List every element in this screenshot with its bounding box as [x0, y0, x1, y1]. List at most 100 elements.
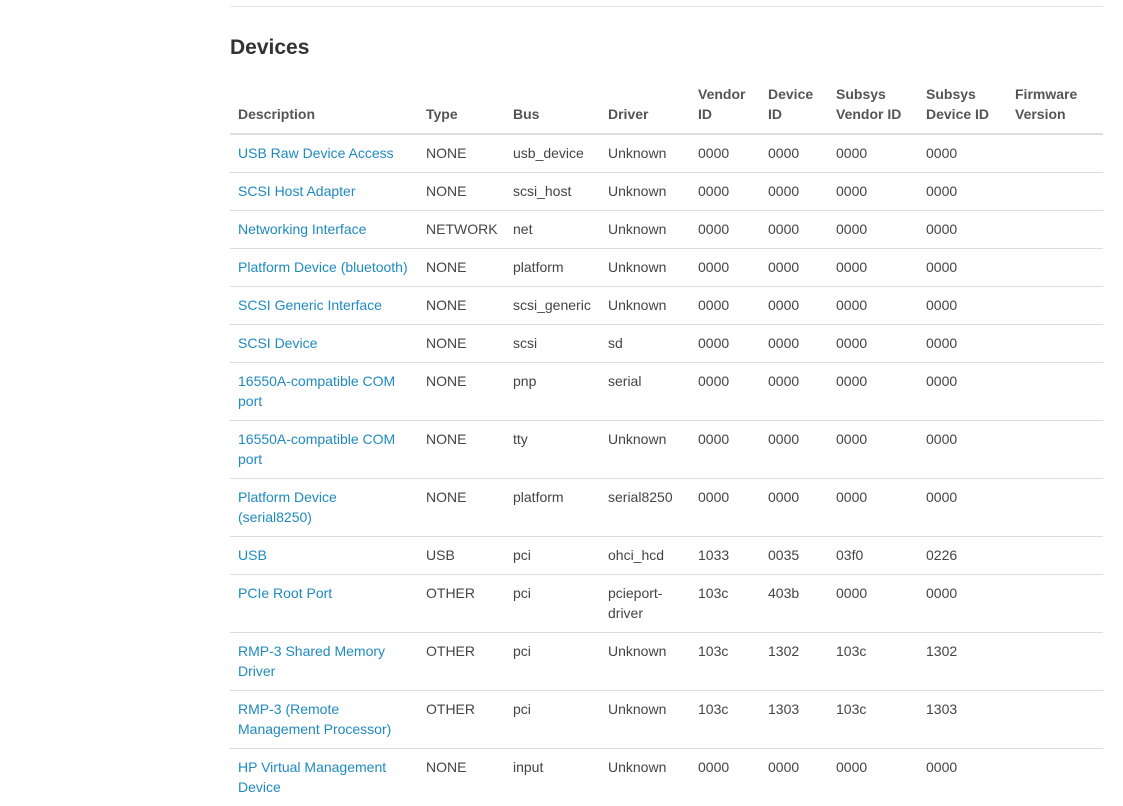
device-link[interactable]: RMP-3 (Remote Management Processor): [238, 701, 391, 737]
table-cell: NONE: [418, 421, 505, 479]
table-cell: 0226: [918, 537, 1007, 575]
device-link[interactable]: HP Virtual Management Device: [238, 759, 386, 795]
table-cell: 0000: [918, 363, 1007, 421]
table-cell: NONE: [418, 363, 505, 421]
device-link[interactable]: 16550A-compatible COM port: [238, 373, 395, 409]
table-cell: 0000: [690, 134, 760, 173]
table-cell: scsi_generic: [505, 287, 600, 325]
table-cell: net: [505, 211, 600, 249]
table-cell: NONE: [418, 134, 505, 173]
device-link[interactable]: USB: [238, 547, 267, 563]
table-cell: serial8250: [600, 479, 690, 537]
table-cell: Unknown: [600, 134, 690, 173]
table-cell: Unknown: [600, 211, 690, 249]
empty-cell: [1007, 421, 1103, 479]
column-header: Subsys Vendor ID: [828, 76, 918, 134]
table-cell: NONE: [418, 749, 505, 806]
table-cell: 1302: [760, 633, 828, 691]
table-cell: 0000: [918, 749, 1007, 806]
device-link[interactable]: SCSI Generic Interface: [238, 297, 382, 313]
empty-cell: [1007, 479, 1103, 537]
empty-cell: [1007, 691, 1103, 749]
column-header: Driver: [600, 76, 690, 134]
device-link[interactable]: USB Raw Device Access: [238, 145, 394, 161]
table-cell: SCSI Host Adapter: [230, 173, 418, 211]
table-cell: 1303: [760, 691, 828, 749]
device-link[interactable]: Platform Device (serial8250): [238, 489, 337, 525]
table-cell: 0000: [918, 134, 1007, 173]
table-cell: NONE: [418, 287, 505, 325]
table-cell: OTHER: [418, 633, 505, 691]
table-cell: 0000: [690, 479, 760, 537]
table-cell: 0000: [918, 173, 1007, 211]
table-cell: 0000: [918, 211, 1007, 249]
table-cell: 0000: [828, 211, 918, 249]
table-cell: Unknown: [600, 249, 690, 287]
empty-cell: [1007, 325, 1103, 363]
column-header: Device ID: [760, 76, 828, 134]
table-cell: 0000: [690, 421, 760, 479]
table-cell: 0035: [760, 537, 828, 575]
table-cell: 0000: [918, 479, 1007, 537]
table-cell: 0000: [760, 287, 828, 325]
table-cell: 03f0: [828, 537, 918, 575]
table-cell: pci: [505, 691, 600, 749]
table-cell: Unknown: [600, 421, 690, 479]
table-cell: Unknown: [600, 173, 690, 211]
table-cell: 0000: [918, 421, 1007, 479]
table-cell: RMP-3 Shared Memory Driver: [230, 633, 418, 691]
empty-cell: [1007, 575, 1103, 633]
table-cell: USB: [418, 537, 505, 575]
table-cell: 0000: [918, 287, 1007, 325]
table-cell: pcieport-driver: [600, 575, 690, 633]
table-cell: Platform Device (serial8250): [230, 479, 418, 537]
table-cell: 0000: [828, 249, 918, 287]
table-cell: scsi: [505, 325, 600, 363]
table-cell: NONE: [418, 249, 505, 287]
divider: [230, 6, 1103, 7]
table-cell: 0000: [918, 249, 1007, 287]
table-cell: platform: [505, 479, 600, 537]
table-cell: 0000: [760, 479, 828, 537]
empty-cell: [1007, 537, 1103, 575]
table-cell: pci: [505, 633, 600, 691]
table-cell: 0000: [760, 363, 828, 421]
table-cell: serial: [600, 363, 690, 421]
column-header: Bus: [505, 76, 600, 134]
table-cell: 16550A-compatible COM port: [230, 421, 418, 479]
table-cell: platform: [505, 249, 600, 287]
device-link[interactable]: PCIe Root Port: [238, 585, 332, 601]
device-link[interactable]: RMP-3 Shared Memory Driver: [238, 643, 385, 679]
device-link[interactable]: SCSI Device: [238, 335, 317, 351]
table-cell: NONE: [418, 325, 505, 363]
table-cell: HP Virtual Management Device: [230, 749, 418, 806]
column-header: Firmware Version: [1007, 76, 1103, 134]
table-cell: 103c: [690, 633, 760, 691]
table-cell: NETWORK: [418, 211, 505, 249]
table-cell: 0000: [690, 325, 760, 363]
table-cell: pci: [505, 575, 600, 633]
table-cell: 103c: [690, 691, 760, 749]
table-cell: 0000: [828, 421, 918, 479]
table-cell: 0000: [828, 173, 918, 211]
device-link[interactable]: Networking Interface: [238, 221, 366, 237]
table-cell: 0000: [828, 287, 918, 325]
device-link[interactable]: SCSI Host Adapter: [238, 183, 356, 199]
table-cell: scsi_host: [505, 173, 600, 211]
table-cell: usb_device: [505, 134, 600, 173]
section-title: Devices: [230, 36, 309, 60]
table-cell: Unknown: [600, 633, 690, 691]
table-cell: 0000: [690, 249, 760, 287]
device-link[interactable]: 16550A-compatible COM port: [238, 431, 395, 467]
table-cell: PCIe Root Port: [230, 575, 418, 633]
device-link[interactable]: Platform Device (bluetooth): [238, 259, 408, 275]
table-cell: pnp: [505, 363, 600, 421]
